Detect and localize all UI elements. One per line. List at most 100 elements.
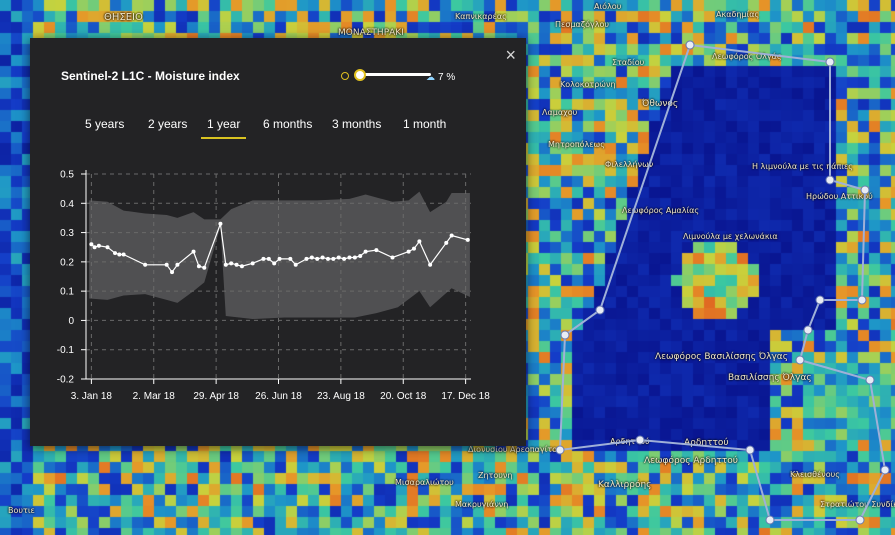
map-street-label: Βουτιε bbox=[8, 506, 35, 515]
map-street-label: Ηρώδου Αττικού bbox=[806, 192, 873, 201]
data-point[interactable] bbox=[218, 221, 223, 226]
data-point[interactable] bbox=[293, 262, 298, 267]
tab-6-months[interactable]: 6 months bbox=[263, 117, 313, 131]
data-point[interactable] bbox=[315, 256, 320, 261]
data-point[interactable] bbox=[113, 251, 118, 256]
data-point[interactable] bbox=[239, 264, 244, 269]
tab-1-year[interactable]: 1 year bbox=[200, 117, 247, 139]
data-point[interactable] bbox=[105, 245, 110, 250]
close-button[interactable]: × bbox=[505, 45, 516, 65]
map-street-label: Καλλιρρόης bbox=[598, 480, 652, 490]
map-street-label: Κολοκοτρώνη bbox=[560, 80, 616, 89]
data-point[interactable] bbox=[406, 249, 411, 254]
data-point[interactable] bbox=[234, 262, 239, 267]
data-point[interactable] bbox=[223, 262, 228, 267]
panel-title: Sentinel-2 L1C - Moisture index bbox=[61, 69, 240, 83]
cloud-coverage-label: ☁ 7 % bbox=[426, 72, 455, 83]
map-street-label: Λαμαχου bbox=[542, 108, 578, 117]
map-street-label: Μισαραλιώτου bbox=[395, 478, 454, 487]
x-tick-label: 26. Jun 18 bbox=[255, 391, 302, 402]
data-point[interactable] bbox=[374, 248, 379, 253]
x-tick-label: 2. Mar 18 bbox=[133, 391, 176, 402]
map-street-label: Σταδίου bbox=[612, 58, 645, 67]
data-point[interactable] bbox=[170, 270, 175, 275]
map-street-label: Βασιλίσσης Όλγας bbox=[728, 373, 812, 383]
x-tick-label: 20. Oct 18 bbox=[380, 391, 427, 402]
min-max-range-band bbox=[89, 191, 470, 319]
tab-3-months[interactable]: 3 months bbox=[332, 117, 382, 131]
x-tick-label: 3. Jan 18 bbox=[71, 391, 113, 402]
data-point[interactable] bbox=[92, 245, 97, 250]
data-point[interactable] bbox=[325, 256, 330, 261]
map-street-label: Λεωφόρος Βασιλίσσης Όλγας bbox=[655, 352, 789, 362]
map-street-label: Λεωφόρος Ολγάς bbox=[712, 52, 782, 61]
y-tick-label: 0.3 bbox=[60, 228, 74, 239]
map-street-label: Αρδηττού bbox=[610, 437, 650, 446]
map-street-label: Πεσμαζόγλου bbox=[555, 20, 610, 29]
map-street-label: Ζητουνη bbox=[478, 471, 513, 480]
data-point[interactable] bbox=[196, 264, 201, 269]
data-point[interactable] bbox=[352, 255, 357, 260]
y-tick-label: -0.1 bbox=[57, 345, 75, 356]
data-point[interactable] bbox=[449, 233, 454, 238]
y-tick-label: 0.2 bbox=[60, 257, 74, 268]
tab-1-month[interactable]: 1 month bbox=[403, 117, 447, 131]
slider-handle[interactable] bbox=[354, 69, 366, 81]
slider-track[interactable] bbox=[357, 73, 431, 76]
data-point[interactable] bbox=[309, 255, 314, 260]
data-point[interactable] bbox=[261, 256, 266, 261]
cloud-icon: ☁ bbox=[426, 72, 435, 82]
data-point[interactable] bbox=[117, 252, 122, 257]
data-point[interactable] bbox=[96, 243, 101, 248]
data-point[interactable] bbox=[89, 242, 94, 247]
data-point[interactable] bbox=[412, 246, 417, 251]
y-tick-label: 0 bbox=[68, 316, 74, 327]
x-tick-label: 23. Aug 18 bbox=[317, 391, 365, 402]
data-point[interactable] bbox=[202, 265, 207, 270]
map-street-label: Η λιμνούλα με τις πάπιες bbox=[752, 162, 853, 171]
data-point[interactable] bbox=[358, 254, 363, 258]
data-point[interactable] bbox=[266, 256, 271, 261]
tab-2-years[interactable]: 2 years bbox=[148, 117, 188, 131]
map-street-label: Όθωνος bbox=[642, 99, 679, 109]
y-tick-label: -0.2 bbox=[57, 375, 75, 386]
data-point[interactable] bbox=[417, 239, 422, 244]
data-point[interactable] bbox=[444, 240, 449, 245]
data-point[interactable] bbox=[304, 256, 309, 261]
data-point[interactable] bbox=[342, 256, 347, 261]
data-point[interactable] bbox=[331, 256, 336, 261]
data-point[interactable] bbox=[191, 249, 196, 254]
map-street-label: Λεωφόρος Αρδηττού bbox=[644, 456, 738, 466]
data-point[interactable] bbox=[250, 261, 255, 266]
data-point[interactable] bbox=[363, 249, 368, 254]
data-point[interactable] bbox=[229, 261, 234, 266]
data-point[interactable] bbox=[143, 262, 148, 267]
data-point[interactable] bbox=[390, 255, 395, 260]
y-tick-label: 0.5 bbox=[60, 170, 74, 181]
data-point[interactable] bbox=[336, 255, 341, 260]
x-tick-label: 29. Apr 18 bbox=[193, 391, 239, 402]
map-street-label: Αρδηττού bbox=[684, 438, 729, 448]
tab-5-years[interactable]: 5 years bbox=[85, 117, 125, 131]
map-street-label: ΘΗΣΕΙΟ bbox=[104, 12, 143, 23]
map-street-label: Λιμνούλα με χελωνάκια bbox=[683, 232, 778, 241]
y-tick-label: 0.1 bbox=[60, 287, 74, 298]
data-point[interactable] bbox=[164, 262, 169, 267]
data-point[interactable] bbox=[465, 237, 470, 242]
data-point[interactable] bbox=[272, 261, 277, 266]
data-point[interactable] bbox=[288, 256, 293, 261]
cloud-coverage-slider[interactable] bbox=[341, 68, 461, 84]
map-street-label: Φιλελλήνων bbox=[605, 160, 654, 169]
data-point[interactable] bbox=[428, 262, 433, 267]
data-point[interactable] bbox=[320, 255, 325, 260]
chart-panel: × Sentinel-2 L1C - Moisture index ☁ 7 % 5… bbox=[30, 38, 526, 446]
map-street-label: Κλεισθένους bbox=[790, 470, 840, 479]
map-street-label: Αιόλου bbox=[594, 2, 622, 11]
data-point[interactable] bbox=[121, 252, 126, 257]
data-point[interactable] bbox=[347, 255, 352, 260]
map-street-label: Μακρυγιάννη bbox=[455, 500, 509, 509]
x-tick-label: 17. Dec 18 bbox=[441, 391, 490, 402]
data-point[interactable] bbox=[175, 262, 180, 267]
map-street-label: Στρατιώτου Συνδίκα bbox=[820, 500, 895, 509]
data-point[interactable] bbox=[277, 256, 282, 261]
